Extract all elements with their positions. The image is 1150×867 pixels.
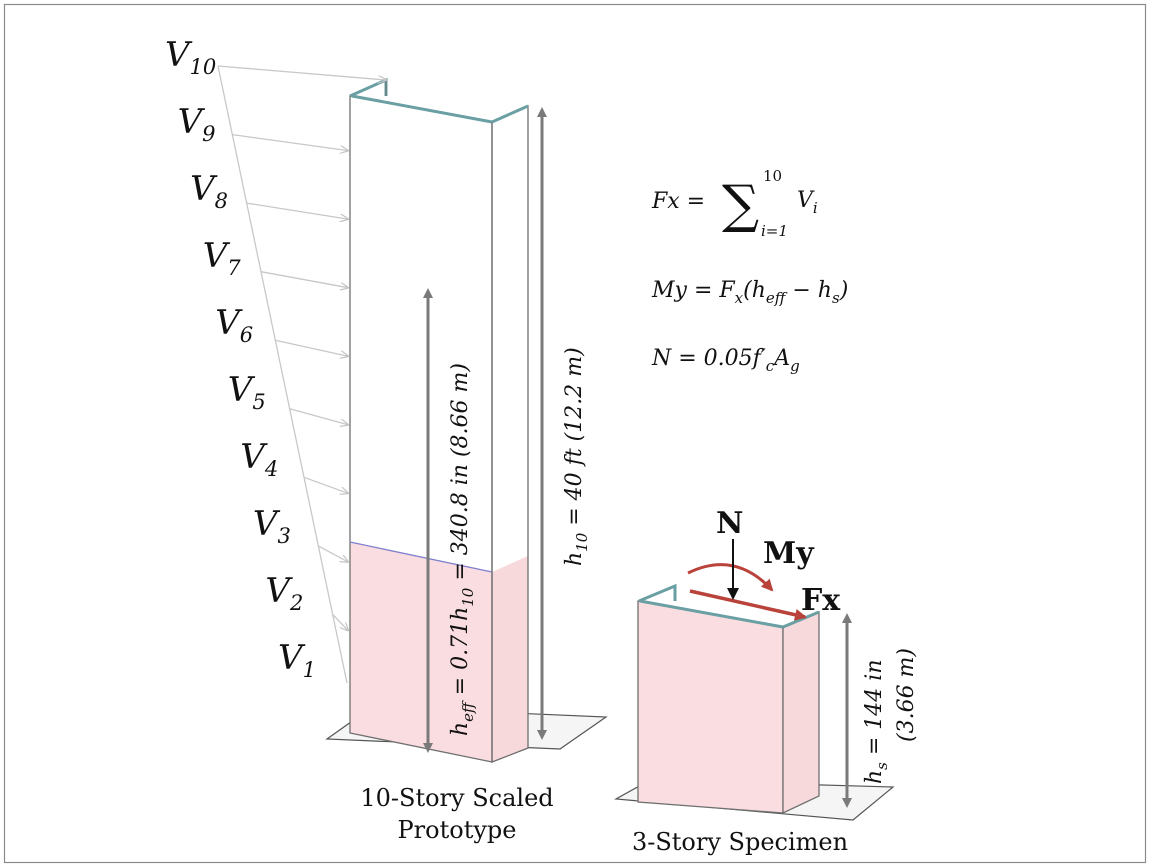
load-label: V5 [228, 370, 266, 414]
shear-force-arrow [689, 589, 807, 621]
equations: Fx = ∑ 10 i=1 Vi My = Fx(heff − hs) N = … [651, 167, 848, 375]
shear-force-label: Fx [801, 583, 841, 618]
prototype-flange [349, 77, 388, 98]
load-label: V10 [165, 35, 216, 79]
prototype-wall [325, 77, 608, 763]
prototype-effective-zone [350, 542, 492, 762]
load-label: V6 [215, 303, 253, 347]
load-arrow [332, 613, 348, 630]
axial-force-label: N [716, 506, 743, 541]
load-arrow [232, 133, 348, 151]
specimen-wall [614, 583, 895, 821]
prototype-effective-zone-side [492, 556, 528, 762]
h-s-label-line2: (3.66 m) [894, 648, 919, 742]
load-arrow [260, 271, 348, 288]
load-label: V8 [190, 169, 228, 213]
load-label: V1 [278, 638, 316, 682]
effective-height-line [349, 541, 493, 573]
load-label: V7 [203, 236, 242, 280]
specimen-front-face [637, 600, 784, 814]
equation-n: N = 0.05f′cAg [651, 346, 800, 375]
load-arrow [303, 476, 348, 493]
load-label: V3 [253, 504, 291, 548]
lateral-load-profile: V10 V9 V8 V7 V6 V5 V4 V3 V2 V1 [165, 35, 386, 684]
load-arrow [246, 202, 348, 219]
h-10-label: h10 = 40 ft (12.2 m) [562, 347, 591, 566]
moment-arrow [687, 563, 774, 592]
load-labels: V10 V9 V8 V7 V6 V5 V4 V3 V2 V1 [165, 35, 316, 682]
h-eff-label: heff = 0.71h10 = 340.8 in (8.66 m) [448, 363, 477, 736]
equation-fx-sum: ∑ [722, 175, 759, 235]
equation-fx: Fx = [651, 189, 705, 214]
h-s-label: hs = 144 in [862, 660, 891, 784]
figure-frame [3, 3, 1147, 864]
moment-label: My [763, 536, 815, 571]
load-label: V2 [265, 571, 303, 615]
specimen-top-edge [639, 599, 784, 629]
equation-fx-lower: i=1 [761, 222, 788, 240]
load-arrow [289, 408, 348, 425]
prototype-caption-line1: 10-Story Scaled [360, 784, 553, 812]
prototype-top-edge [351, 94, 493, 124]
load-arrow [275, 339, 348, 356]
equation-my: My = Fx(heff − hs) [651, 278, 848, 307]
specimen-side-face [782, 611, 820, 815]
prototype-caption-line2: Prototype [398, 816, 517, 844]
load-label: V9 [178, 102, 216, 146]
specimen-caption: 3-Story Specimen [632, 828, 848, 856]
load-profile-top [217, 65, 386, 80]
load-label: V4 [240, 437, 278, 481]
load-profile-envelope [217, 65, 348, 684]
prototype-top-edge-side [491, 104, 529, 124]
equation-fx-upper: 10 [763, 167, 782, 185]
load-arrows [232, 133, 348, 631]
load-arrow [317, 545, 348, 562]
equation-fx-term: Vi [797, 188, 818, 217]
specimen-flange [638, 583, 677, 603]
